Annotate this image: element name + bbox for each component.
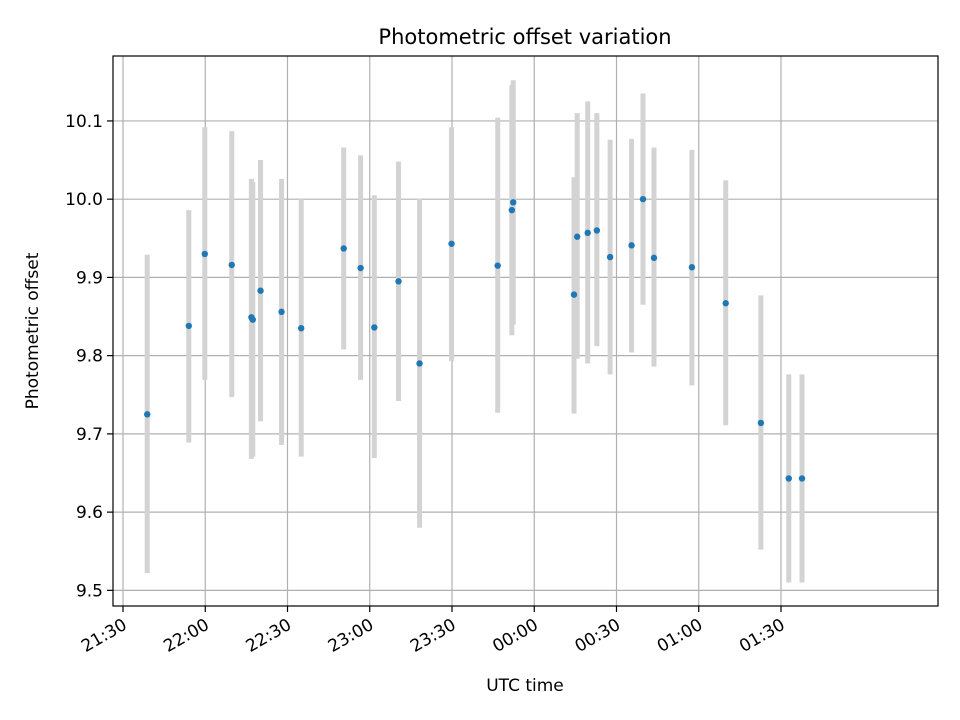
data-point	[570, 291, 578, 298]
data-point	[249, 316, 256, 323]
y-tick-label: 10.0	[65, 190, 103, 210]
data-point	[757, 419, 765, 427]
plot-frame	[112, 55, 939, 607]
y-axis-title: Photometric offset	[23, 252, 43, 409]
y-tick-label: 9.9	[76, 268, 103, 288]
chart-title: Photometric offset variation	[378, 25, 671, 49]
data-point	[688, 264, 696, 271]
data-point	[395, 278, 402, 285]
data-point	[584, 229, 591, 237]
data-point	[798, 475, 806, 482]
data-point	[340, 245, 347, 252]
y-axis: 9.5 9.6 9.7 9.8 9.9 10.0 10.1	[65, 112, 113, 601]
data-point	[510, 199, 517, 206]
data-point	[508, 206, 516, 214]
data-point	[494, 262, 501, 269]
data-point	[650, 254, 658, 262]
data-point	[185, 322, 192, 330]
y-tick-label: 9.7	[76, 425, 103, 445]
y-tick-label: 10.1	[65, 112, 103, 132]
data-point	[574, 233, 581, 240]
data-point	[448, 240, 455, 247]
data-points	[144, 195, 806, 482]
data-point	[201, 250, 208, 258]
x-axis-title: UTC time	[486, 676, 564, 696]
data-point	[144, 411, 151, 418]
data-point	[371, 324, 378, 331]
y-tick-label: 9.8	[76, 347, 103, 367]
data-point	[639, 195, 647, 203]
data-point	[298, 325, 305, 332]
data-point	[722, 300, 729, 307]
data-point	[228, 261, 235, 269]
data-point	[606, 253, 614, 261]
y-tick-label: 9.5	[76, 581, 103, 601]
data-point	[785, 475, 792, 482]
data-point	[416, 360, 423, 367]
data-point	[257, 287, 264, 294]
data-point	[628, 242, 635, 249]
data-point	[357, 264, 364, 272]
data-point	[278, 308, 285, 316]
y-tick-label: 9.6	[76, 503, 103, 523]
data-point	[593, 227, 601, 234]
